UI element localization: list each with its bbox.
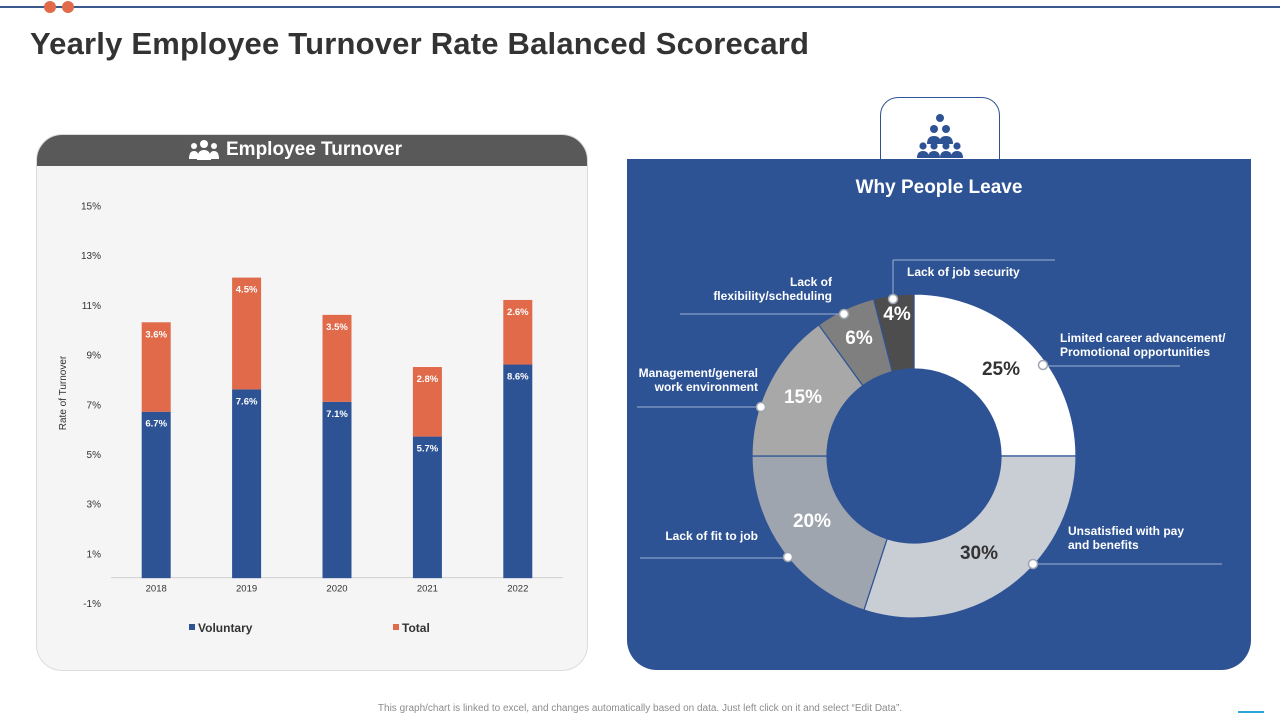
legend-label: Total <box>402 621 430 635</box>
slice-label: Lack of fit to job <box>665 529 758 543</box>
team-pyramid-icon <box>917 114 963 158</box>
reasons-donut-chart: Limited career advancement/Promotional o… <box>637 259 1226 619</box>
panel-header: Employee Turnover <box>37 135 587 166</box>
bar-voluntary-2020 <box>322 401 352 579</box>
y-tick-label: 15% <box>81 202 101 213</box>
bar-total-2022 <box>503 299 533 365</box>
bar-total-2019 <box>232 277 262 390</box>
label-marker <box>838 308 850 320</box>
bar-voluntary-2018 <box>141 411 171 579</box>
label-marker <box>887 293 899 305</box>
legend-swatch <box>393 624 399 630</box>
label-marker <box>1037 359 1049 371</box>
y-tick-label: 11% <box>82 301 101 312</box>
slice-value: 6% <box>845 328 873 349</box>
turnover-bar-chart: 15% 13% 11% 9% 7% 5% 3% 1% -1% Rate of Turnover 6.… <box>58 202 563 635</box>
data-label: 2.6% <box>507 307 529 318</box>
panel-title: Why People Leave <box>855 177 1023 198</box>
y-tick-label: 13% <box>81 251 101 262</box>
y-tick-label: 7% <box>87 400 102 411</box>
data-label: 7.6% <box>236 396 258 407</box>
slice-value: 25% <box>982 359 1020 380</box>
y-tick-label: 9% <box>87 351 102 362</box>
slice-value: 4% <box>883 304 911 325</box>
right-panel-tab <box>880 97 1000 164</box>
x-tick-label: 2020 <box>326 584 347 595</box>
slice-value: 15% <box>784 387 822 408</box>
legend-swatch <box>189 624 195 630</box>
data-label: 3.5% <box>326 322 348 333</box>
data-label: 7.1% <box>326 409 348 420</box>
bar-total-2020 <box>322 314 352 402</box>
y-tick-label: 5% <box>87 450 102 461</box>
data-label: 2.8% <box>417 374 439 385</box>
footer-note: This graph/chart is linked to excel, and… <box>377 703 903 714</box>
footer-accent-line <box>1238 711 1264 713</box>
y-axis-label: Rate of Turnover <box>58 355 69 430</box>
data-label: 8.6% <box>507 372 529 383</box>
top-divider-line <box>0 6 1280 8</box>
decor-dot <box>62 1 74 13</box>
x-tick-label: 2019 <box>236 584 257 595</box>
y-tick-label: -1% <box>83 599 101 610</box>
y-tick-label: 1% <box>87 549 102 560</box>
page-title: Yearly Employee Turnover Rate Balanced S… <box>30 26 810 61</box>
x-tick-label: 2021 <box>417 584 438 595</box>
data-label: 6.7% <box>145 419 167 430</box>
panel-title: Employee Turnover <box>226 139 402 160</box>
donut-slice <box>872 293 915 373</box>
data-label: 4.5% <box>236 285 258 296</box>
data-label: 5.7% <box>417 444 439 455</box>
donut-slice <box>751 455 888 611</box>
slice-label: Lack of job security <box>907 265 1020 279</box>
label-marker <box>755 401 767 413</box>
decor-dot <box>44 1 56 13</box>
x-tick-label: 2018 <box>146 584 167 595</box>
y-tick-label: 3% <box>87 500 102 511</box>
slice-value: 20% <box>793 511 831 532</box>
why-people-leave-panel: Why People Leave Limited career advancem… <box>627 159 1251 670</box>
donut-slice <box>863 455 1077 619</box>
bar-total-2018 <box>141 322 171 412</box>
label-marker <box>1027 558 1039 570</box>
legend-label: Voluntary <box>198 621 253 635</box>
bar-voluntary-2021 <box>412 436 442 579</box>
data-label: 3.6% <box>145 329 167 340</box>
label-marker <box>782 551 794 563</box>
bar-voluntary-2019 <box>232 389 262 579</box>
bar-voluntary-2022 <box>503 364 533 579</box>
x-tick-label: 2022 <box>507 584 528 595</box>
employee-turnover-panel: Employee Turnover 15% 13% 11% 9% 7% 5% 3% 1% -1%… <box>36 134 588 671</box>
slice-label: Management/general work environment <box>639 366 758 394</box>
slice-label: Lack of flexibility/scheduling <box>713 275 833 303</box>
people-group-icon <box>189 140 219 160</box>
slice-label: Unsatisfied with pay and benefits <box>1068 524 1184 552</box>
slice-label: Limited career advancement/Promotional o… <box>1060 331 1226 359</box>
donut-slice <box>913 293 1077 457</box>
bar-total-2021 <box>412 367 442 437</box>
slice-value: 30% <box>960 543 998 564</box>
